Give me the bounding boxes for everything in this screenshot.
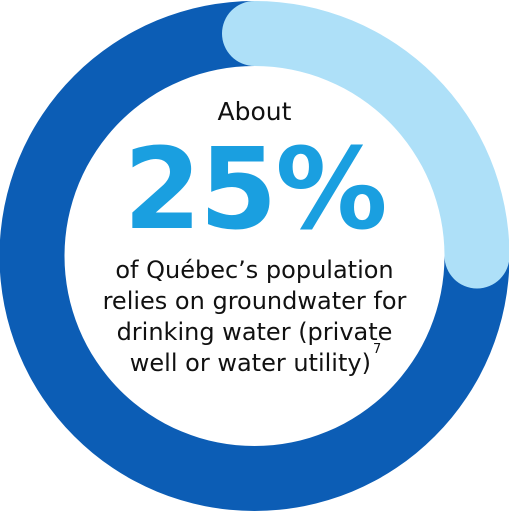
donut-slice-groundwater [254,1,509,256]
headline-percentage: 25% [123,125,387,255]
description-text: of Québec’s population relies on groundw… [90,255,420,379]
footnote-marker: 7 [372,342,382,357]
donut-cap-end [444,223,509,289]
intro-text: About [217,97,292,126]
description-body: of Québec’s population relies on groundw… [102,256,407,377]
donut-cap-start [222,1,287,66]
